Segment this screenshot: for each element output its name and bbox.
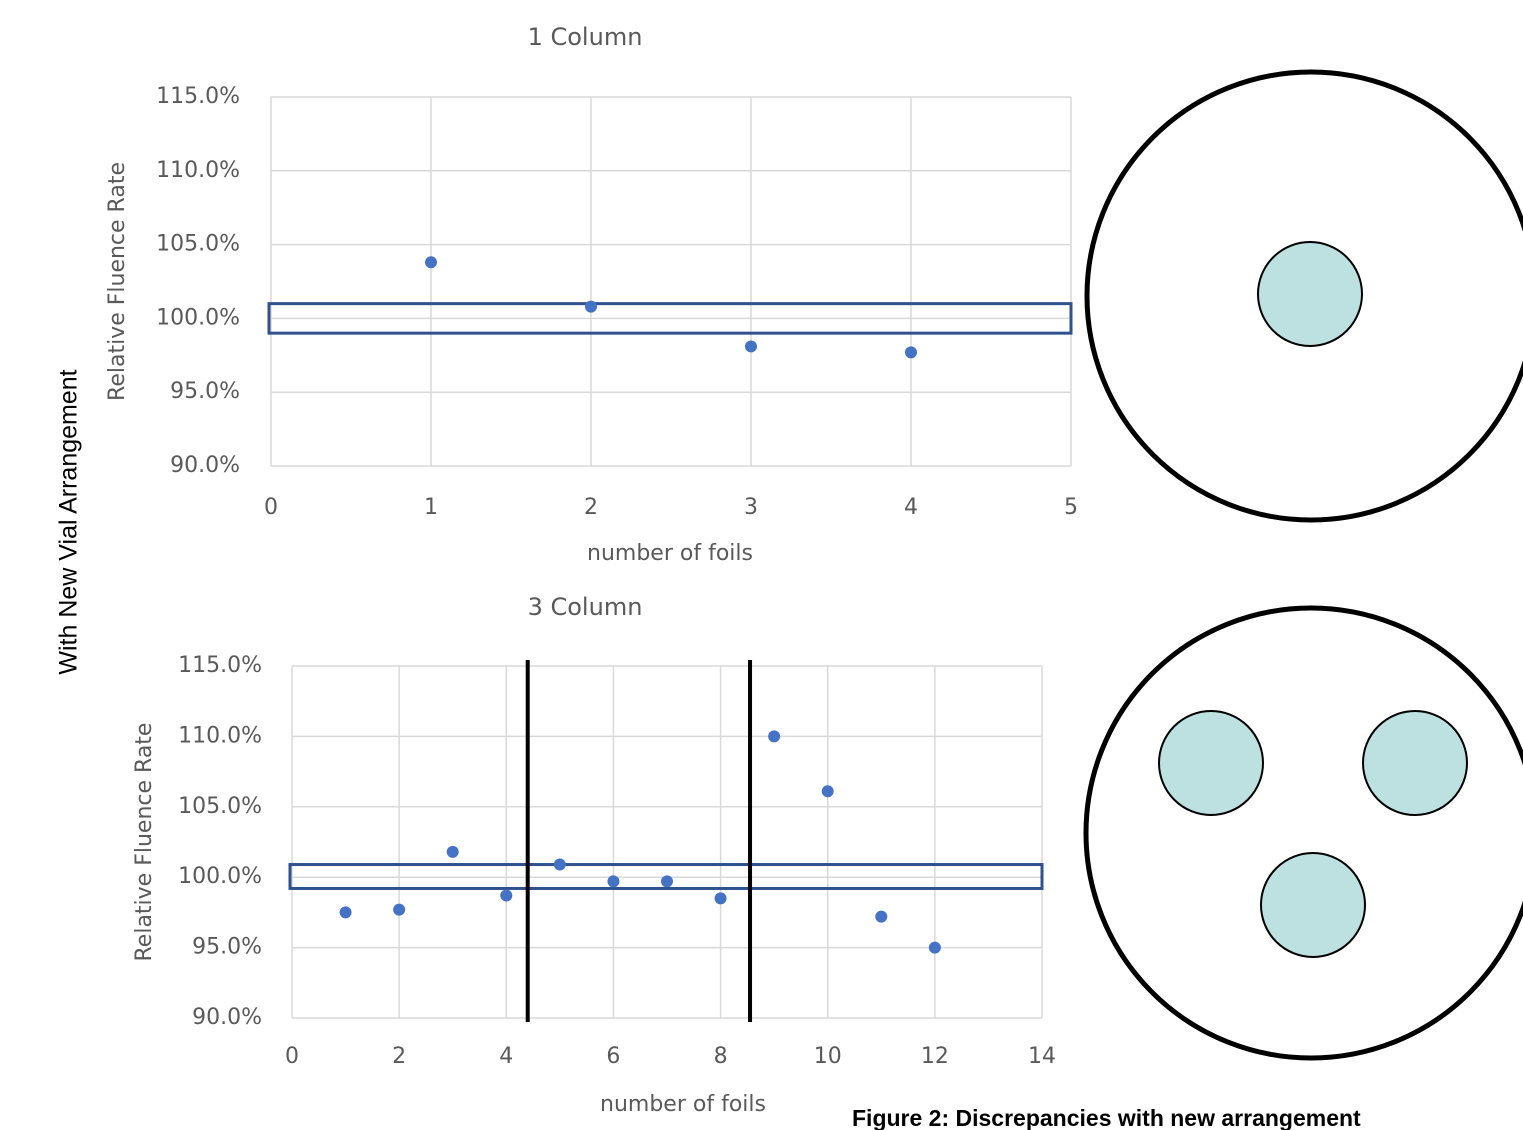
x-tick-label: 1 — [424, 495, 438, 520]
y-tick-label: 105.0% — [178, 794, 262, 819]
y-tick-label: 115.0% — [178, 653, 262, 678]
x-tick-label: 10 — [814, 1044, 842, 1069]
data-point — [875, 911, 887, 923]
data-point — [425, 256, 437, 268]
y-tick-label: 100.0% — [156, 305, 240, 330]
x-tick-label: 2 — [584, 495, 598, 520]
x-tick-label: 8 — [714, 1044, 728, 1069]
data-point — [500, 890, 512, 902]
vial — [1261, 853, 1365, 957]
y-tick-label: 90.0% — [170, 453, 240, 478]
y-tick-label: 110.0% — [156, 158, 240, 183]
y-axis-label: Relative Fluence Rate — [132, 723, 157, 962]
data-point — [768, 730, 780, 742]
vial — [1258, 242, 1362, 346]
y-tick-label: 90.0% — [192, 1005, 262, 1030]
figure: With New Vial Arrangement Figure 2: Disc… — [0, 0, 1523, 1130]
x-tick-label: 14 — [1028, 1044, 1056, 1069]
data-point — [447, 846, 459, 858]
x-tick-label: 5 — [1064, 495, 1078, 520]
x-tick-label: 0 — [285, 1044, 299, 1069]
data-point — [822, 785, 834, 797]
x-axis-label: number of foils — [600, 1092, 766, 1117]
y-tick-label: 95.0% — [192, 935, 262, 960]
data-point — [905, 346, 917, 358]
x-axis-label: number of foils — [587, 541, 753, 566]
y-tick-label: 105.0% — [156, 232, 240, 257]
y-axis-label: Relative Fluence Rate — [105, 162, 130, 401]
data-point — [340, 906, 352, 918]
y-tick-label: 100.0% — [178, 864, 262, 889]
y-tick-label: 115.0% — [156, 84, 240, 109]
data-point — [661, 875, 673, 887]
diagram-1-column — [1087, 72, 1523, 520]
chart-title: 3 Column — [528, 593, 643, 621]
y-tick-label: 95.0% — [170, 379, 240, 404]
data-point — [929, 942, 941, 954]
x-tick-label: 0 — [264, 495, 278, 520]
outer-circle — [1086, 608, 1523, 1058]
x-tick-label: 4 — [499, 1044, 513, 1069]
chart-title: 1 Column — [528, 23, 643, 51]
caption: Figure 2: Discrepancies with new arrange… — [852, 1105, 1361, 1130]
x-tick-label: 4 — [904, 495, 918, 520]
page: With New Vial Arrangement Figure 2: Disc… — [0, 0, 1523, 1130]
x-tick-label: 2 — [392, 1044, 406, 1069]
data-point — [585, 301, 597, 313]
x-tick-label: 6 — [606, 1044, 620, 1069]
data-point — [607, 875, 619, 887]
vial — [1159, 711, 1263, 815]
x-tick-label: 12 — [921, 1044, 949, 1069]
data-point — [745, 340, 757, 352]
x-tick-label: 3 — [744, 495, 758, 520]
data-point — [554, 859, 566, 871]
side-label: With New Vial Arrangement — [55, 369, 83, 674]
diagram-3-column — [1086, 608, 1523, 1058]
y-tick-label: 110.0% — [178, 723, 262, 748]
vial — [1363, 711, 1467, 815]
data-point — [715, 892, 727, 904]
data-point — [393, 904, 405, 916]
